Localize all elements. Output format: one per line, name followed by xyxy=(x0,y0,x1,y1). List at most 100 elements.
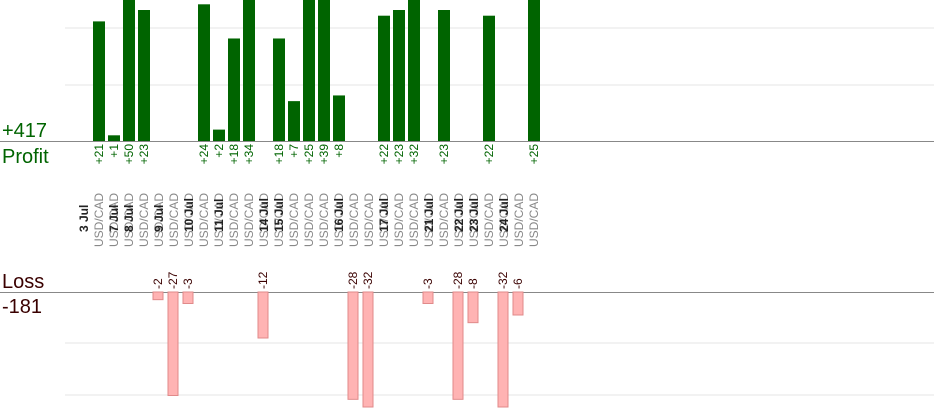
profit-bar xyxy=(273,38,285,142)
profit-value-label: +18 xyxy=(272,144,286,165)
pair-label: USD/CAD xyxy=(497,193,511,247)
profit-bar xyxy=(228,38,240,142)
profit-value-label: +23 xyxy=(437,144,451,165)
pair-label: USD/CAD xyxy=(512,193,526,247)
value-labels: +21 +1 +50 +23-2 -27 -3+24 +2 +18 +34-12+18 +7 +25… xyxy=(92,144,541,289)
pair-label: USD/CAD xyxy=(227,193,241,247)
pair-label: USD/CAD xyxy=(272,193,286,247)
loss-bar xyxy=(452,291,464,400)
pair-label: USD/CAD xyxy=(482,193,496,247)
pair-label: USD/CAD xyxy=(182,193,196,247)
pair-label: USD/CAD xyxy=(392,193,406,247)
loss-value-label: -6 xyxy=(511,278,525,289)
loss-bar xyxy=(182,291,194,304)
loss-bar xyxy=(257,291,269,339)
loss-bar xyxy=(362,291,374,408)
profit-bar xyxy=(288,101,300,141)
loss-value-label: -32 xyxy=(361,271,375,289)
profit-bar xyxy=(378,15,390,142)
profit-value-label: +22 xyxy=(377,144,391,165)
date-label: 17 Jul xyxy=(377,198,391,232)
bars xyxy=(93,0,540,408)
profit-bar xyxy=(138,10,150,141)
profit-bar xyxy=(393,10,405,141)
profit-bar xyxy=(93,21,105,141)
pair-label: USD/CAD xyxy=(197,193,211,247)
pair-label: USD/CAD xyxy=(332,193,346,247)
date-label: 21 Jul xyxy=(422,198,436,232)
profit-bar xyxy=(303,0,315,141)
profit-bar xyxy=(123,0,135,141)
pair-label: USD/CAD xyxy=(362,193,376,247)
date-label: 9 Jul xyxy=(152,205,166,232)
date-label: 11 Jul xyxy=(212,199,226,232)
profit-value-label: +24 xyxy=(197,144,211,165)
date-label: 22 Jul xyxy=(452,198,466,232)
loss-value-label: -12 xyxy=(256,271,270,289)
loss-bar xyxy=(497,291,509,408)
pair-label: USD/CAD xyxy=(347,193,361,247)
profit-bar xyxy=(213,129,225,141)
pair-label: USD/CAD xyxy=(92,193,106,247)
profit-value-label: +1 xyxy=(107,144,121,158)
pair-label: USD/CAD xyxy=(242,193,256,247)
profit-total: +417 xyxy=(2,120,47,142)
loss-value-label: -3 xyxy=(181,278,195,289)
loss-value-label: -27 xyxy=(166,271,180,289)
pair-label: USD/CAD xyxy=(437,193,451,247)
date-label: 15 Jul xyxy=(272,198,286,232)
pair-label: USD/CAD xyxy=(377,193,391,247)
profit-label: Profit xyxy=(2,146,49,168)
loss-bar xyxy=(167,291,179,396)
profit-bar xyxy=(318,0,330,141)
date-label: 23 Jul xyxy=(467,198,481,232)
date-label: 24 Jul xyxy=(497,198,511,232)
pair-label: USD/CAD xyxy=(467,193,481,247)
pair-label: USD/CAD xyxy=(407,193,421,247)
profit-bar xyxy=(198,4,210,141)
profit-value-label: +8 xyxy=(332,144,346,158)
pair-label: USD/CAD xyxy=(317,193,331,247)
profit-value-label: +25 xyxy=(527,144,541,165)
profit-value-label: +32 xyxy=(407,144,421,165)
pair-label: USD/CAD xyxy=(527,193,541,247)
profit-bar xyxy=(243,0,255,141)
pair-label: USD/CAD xyxy=(137,193,151,247)
profit-bar xyxy=(528,0,540,141)
profit-bar xyxy=(483,15,495,142)
pair-label: USD/CAD xyxy=(287,193,301,247)
profit-value-label: +25 xyxy=(302,144,316,165)
profit-value-label: +39 xyxy=(317,144,331,165)
loss-bar xyxy=(347,291,359,400)
loss-value-label: -3 xyxy=(421,278,435,289)
pair-label: USD/CAD xyxy=(122,193,136,247)
pair-label: USD/CAD xyxy=(152,193,166,247)
loss-label: Loss xyxy=(2,271,44,293)
pair-label: USD/CAD xyxy=(257,193,271,247)
date-label: 10 Jul xyxy=(182,198,196,232)
date-label: 7 Jul xyxy=(107,205,121,232)
pair-label: USD/CAD xyxy=(212,193,226,247)
profit-bar xyxy=(333,95,345,141)
profit-value-label: +21 xyxy=(92,144,106,165)
profit-value-label: +34 xyxy=(242,144,256,165)
profit-value-label: +18 xyxy=(227,144,241,165)
pair-label: USD/CAD xyxy=(302,193,316,247)
loss-value-label: -32 xyxy=(496,271,510,289)
loss-value-label: -2 xyxy=(151,278,165,289)
date-label: 8 Jul xyxy=(122,205,136,232)
profit-value-label: +50 xyxy=(122,144,136,165)
profit-bar xyxy=(438,10,450,141)
profit-bar xyxy=(408,0,420,141)
loss-bar xyxy=(422,291,434,304)
loss-value-label: -28 xyxy=(346,271,360,289)
pair-label: USD/CAD xyxy=(452,193,466,247)
pair-label: USD/CAD xyxy=(167,193,181,247)
profit-bar xyxy=(108,135,120,141)
loss-total: -181 xyxy=(2,296,42,318)
date-label: 16 Jul xyxy=(332,198,346,232)
profit-value-label: +2 xyxy=(212,144,226,158)
profit-value-label: +22 xyxy=(482,144,496,165)
